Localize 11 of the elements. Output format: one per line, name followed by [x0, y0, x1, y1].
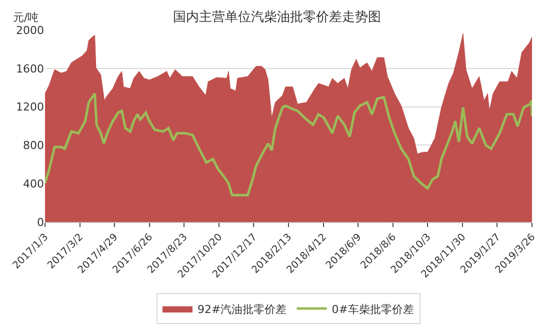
legend-label: 0#车柴批零价差 [332, 302, 414, 316]
y-tick-label: 0 [37, 216, 44, 229]
y-tick-label: 1200 [16, 100, 44, 114]
line-series [45, 92, 532, 196]
chart-title: 国内主营单位汽柴油批零价差走势图 [173, 8, 381, 25]
y-tick-label: 2000 [16, 24, 44, 37]
y-tick-label: 400 [23, 177, 44, 190]
y-tick-label: 800 [23, 139, 44, 152]
y-axis-title: 元/吨 [13, 11, 39, 24]
y-tick-label: 1600 [16, 62, 44, 76]
legend-label: 92#汽油批零价差 [198, 302, 287, 316]
